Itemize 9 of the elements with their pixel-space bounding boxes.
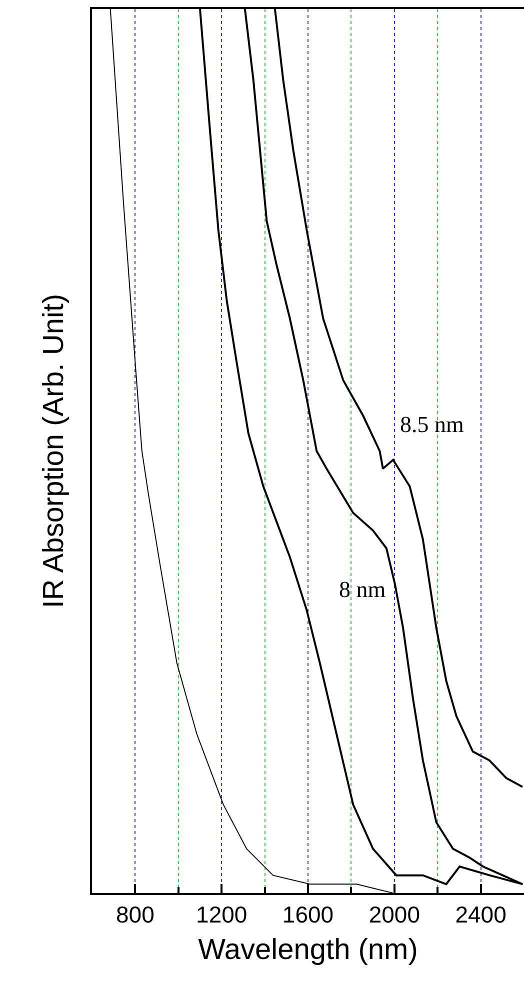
x-tick-label: 2000 — [368, 902, 420, 928]
x-axis-title: Wavelength (nm) — [198, 934, 418, 966]
x-tick-label: 1600 — [282, 902, 334, 928]
x-tick-label: 800 — [116, 902, 154, 928]
annotation: 8.5 nm — [400, 412, 464, 437]
x-tick-label: 2400 — [455, 902, 506, 928]
y-axis-title: IR Absorption (Arb. Unit) — [38, 294, 70, 608]
annotation: 8 nm — [339, 577, 386, 602]
x-tick-label: 1200 — [196, 902, 248, 928]
